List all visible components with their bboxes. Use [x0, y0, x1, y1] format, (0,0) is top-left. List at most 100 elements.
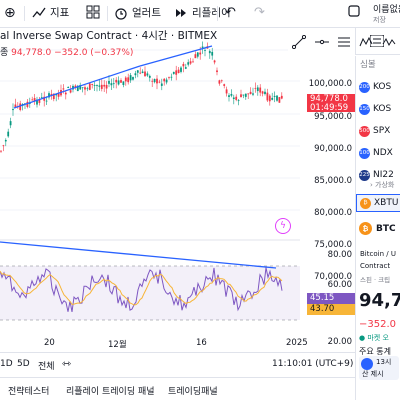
detail-header: ₿ BTC — [359, 222, 396, 235]
candle-body — [0, 150, 2, 152]
candle-body — [280, 95, 283, 99]
candle-body — [177, 69, 180, 73]
alerts-button[interactable]: 얼러트 — [114, 5, 161, 20]
indicators-icon — [32, 7, 46, 17]
watchlist-icon[interactable] — [370, 35, 384, 47]
undo-button[interactable]: ↶ — [225, 5, 236, 20]
candle-body — [196, 52, 199, 57]
replay-button[interactable]: 리플레이 — [174, 5, 231, 20]
watchlist-item-selected[interactable]: ₿ XBTU — [356, 194, 400, 212]
redo-button[interactable]: ↷ — [254, 5, 265, 20]
candle-body — [67, 86, 70, 88]
layout-button[interactable] — [86, 5, 100, 19]
alarm-clock-icon — [115, 7, 127, 20]
candlestick-series — [0, 41, 283, 153]
candle-body — [199, 52, 202, 55]
candle-body — [98, 85, 101, 87]
toolbar-divider — [217, 6, 218, 21]
fib-retracement-icon[interactable] — [337, 35, 351, 49]
watchlist-item[interactable]: 150 KOS — [356, 98, 400, 120]
key-stats-label[interactable]: 주요 통계 — [359, 347, 391, 356]
tab-trading-panel[interactable]: 트레이딩패널 — [168, 387, 218, 397]
candle-body — [84, 87, 86, 90]
notice-card[interactable]: 13시 산 제시 — [359, 356, 399, 380]
candle-body — [79, 85, 82, 90]
tab-strategy-tester[interactable]: 전략테스터 — [8, 387, 50, 397]
layout-square-icon — [348, 5, 360, 17]
candle-body — [33, 98, 36, 101]
range-5d[interactable]: 5D — [17, 359, 30, 369]
candle-body — [129, 75, 132, 81]
alerts-label: 얼러트 — [132, 7, 161, 19]
watchlist-item[interactable]: 500 SPX — [356, 120, 400, 142]
candle-body — [158, 81, 161, 83]
candle-body — [122, 81, 125, 85]
watchlist-item[interactable]: 100 NDX — [356, 142, 400, 164]
watchlist-ticker: KOS — [373, 82, 392, 92]
candle-body — [110, 83, 113, 86]
event-marker-icon[interactable]: ϟ — [275, 218, 291, 234]
ohlc-legend: 종 94,778.0 −352.0 (−0.37%) — [0, 45, 133, 58]
detail-price: 94,7 — [359, 290, 400, 311]
drawing-favorites-toolbar — [288, 28, 400, 56]
candle-body — [180, 67, 182, 72]
candle-body — [81, 87, 84, 89]
rsi-trendline[interactable] — [0, 241, 277, 269]
candle-body — [194, 54, 197, 59]
notice-icon — [361, 358, 373, 370]
clock-timezone[interactable]: 11:10:01 (UTC+9) — [272, 359, 354, 369]
price-scale-label: 95,000.0 — [314, 112, 352, 122]
time-axis-label: 20 — [44, 338, 55, 348]
elliott-wave-icon[interactable] — [382, 35, 396, 49]
range-all[interactable]: 전체 — [38, 362, 55, 372]
watchlist-ticker: NDX — [373, 148, 393, 158]
candle-body — [271, 97, 274, 100]
candle-body — [247, 93, 250, 95]
candle-body — [144, 71, 146, 77]
bar-countdown: 01:49:59 — [310, 103, 349, 113]
price-chart[interactable] — [0, 28, 300, 351]
compare-button[interactable]: ⊕ — [4, 5, 16, 21]
detail-name-line1: Bitcoin / U — [360, 250, 396, 258]
date-range-icon[interactable]: ⇿ — [62, 357, 72, 370]
rsi-scale-label: 20.00 — [327, 337, 352, 347]
candle-body — [228, 95, 230, 98]
account-menu[interactable]: 이름없음 저장 — [373, 2, 400, 25]
time-axis-label: 12월 — [108, 340, 127, 350]
candle-body — [168, 77, 170, 79]
index-badge-icon: 200 — [359, 81, 370, 93]
candle-body — [146, 73, 149, 76]
trend-line-icon[interactable] — [292, 35, 307, 49]
layout-name-button[interactable] — [348, 5, 360, 17]
candle-body — [127, 77, 130, 83]
chart-pane[interactable]: al Inverse Swap Contract · 4시간 · BITMEX … — [0, 28, 300, 351]
watchlist-header: 심볼 — [360, 60, 376, 70]
market-status: ● 마켓 오 — [359, 334, 389, 342]
candle-body — [134, 73, 137, 76]
range-1d[interactable]: 1D — [0, 359, 13, 369]
upper-trendline-segment[interactable] — [139, 45, 213, 67]
candle-body — [120, 80, 122, 83]
candle-body — [244, 93, 247, 97]
candle-body — [273, 95, 276, 97]
candle-body — [237, 100, 240, 102]
undo-icon: ↶ — [225, 5, 236, 20]
layout-title: 이름없음 — [373, 5, 400, 15]
watchlist-item[interactable]: 225 NI22 — [356, 164, 400, 186]
ohlc-change: −352.0 (−0.37%) — [54, 48, 134, 58]
bottom-panel-tabs: 전략테스터 리플레이 트레이딩 패널 트레이딩패널 — [0, 377, 355, 401]
time-axis[interactable]: 20 12월 16 2025 — [0, 335, 308, 351]
rsi-scale-label: 80.00 — [327, 250, 352, 260]
candle-body — [50, 93, 53, 96]
watchlist-toolbar — [355, 28, 400, 55]
watchlist-item[interactable]: 200 KOS — [356, 76, 400, 98]
bitcoin-logo-icon: ₿ — [359, 222, 372, 235]
indicators-button[interactable]: 지표 — [32, 5, 69, 20]
candle-body — [160, 83, 163, 86]
symbol-title[interactable]: al Inverse Swap Contract · 4시간 · BITMEX — [0, 30, 218, 42]
candle-body — [256, 87, 259, 92]
tab-replay-trading-panel[interactable]: 리플레이 트레이딩 패널 — [66, 387, 155, 397]
horizontal-line-icon[interactable] — [314, 35, 329, 49]
candle-body — [182, 63, 185, 67]
upper-trendline[interactable] — [13, 65, 141, 109]
